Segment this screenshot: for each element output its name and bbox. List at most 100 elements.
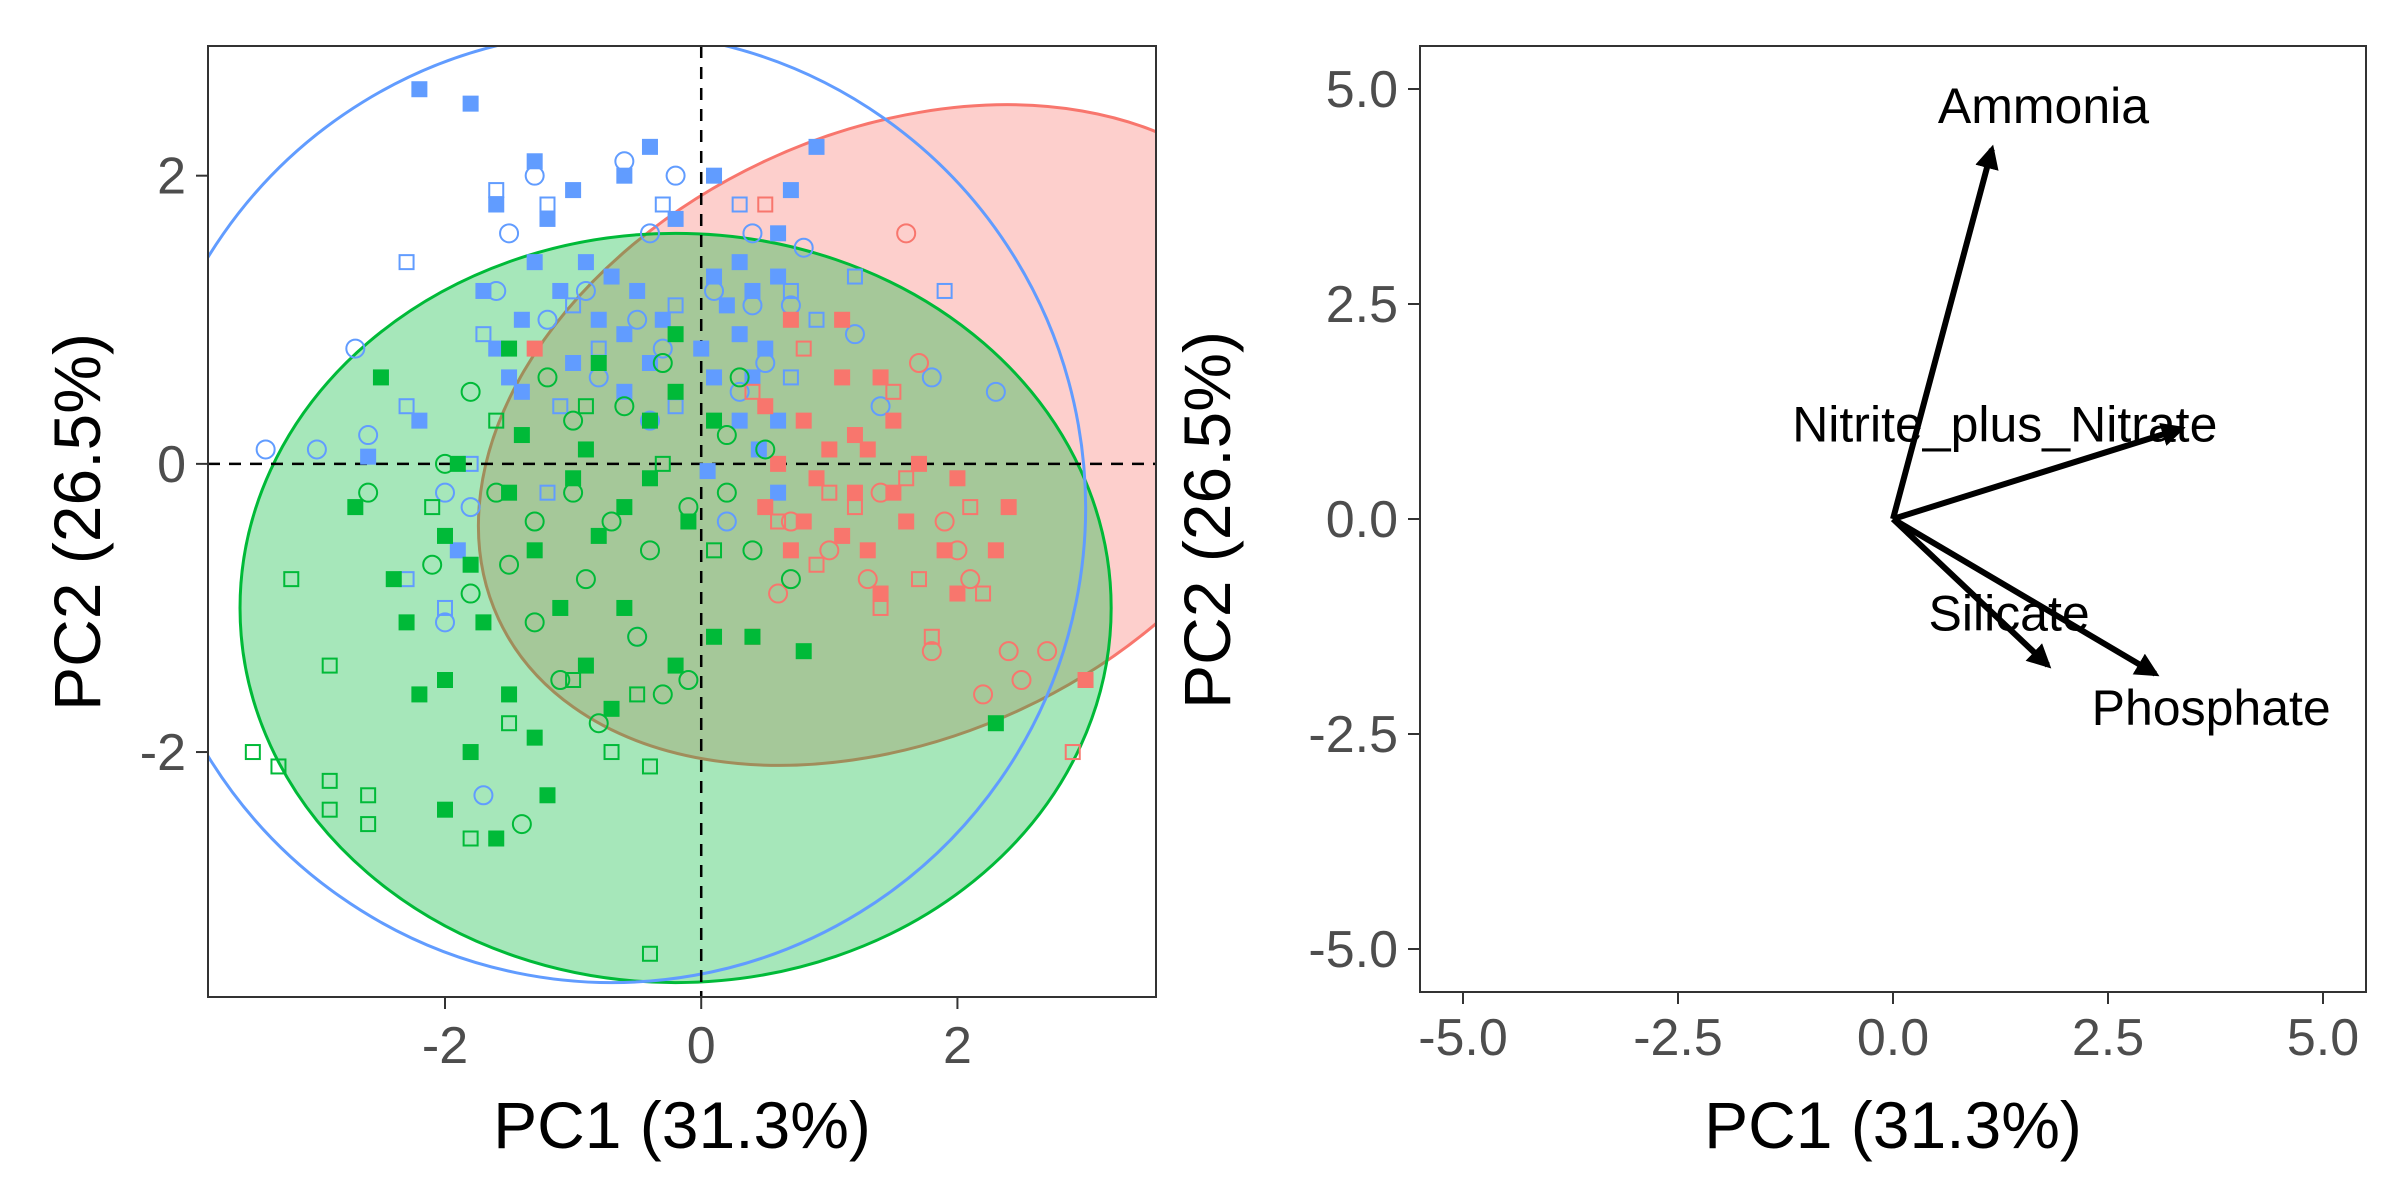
point-red-open-circle bbox=[768, 583, 789, 604]
point-red-open-circle bbox=[947, 540, 968, 561]
point-blue-filled-square bbox=[411, 412, 428, 429]
point-red-open-circle bbox=[819, 540, 840, 561]
point-green-open-circle bbox=[422, 554, 443, 575]
vector-arrows: Ammonia Nitrite_plus_Nitrate SilicatePhosp… bbox=[1792, 78, 2331, 736]
point-green-filled-square bbox=[513, 427, 530, 444]
point-red-open-square bbox=[923, 628, 940, 645]
point-green-open-circle bbox=[524, 511, 545, 532]
y-tick-label: -5.0 bbox=[1308, 921, 1398, 979]
point-red-open-circle bbox=[857, 569, 878, 590]
point-red-filled-square bbox=[872, 585, 889, 602]
point-red-open-square bbox=[1064, 744, 1081, 761]
point-blue-filled-square bbox=[770, 225, 787, 242]
vector-arrow-silicate bbox=[1890, 516, 2052, 669]
point-green-open-circle bbox=[716, 482, 737, 503]
point-blue-open-circle bbox=[704, 280, 725, 301]
point-blue-open-circle bbox=[793, 237, 814, 258]
point-blue-filled-square bbox=[577, 254, 594, 271]
point-red-open-circle bbox=[896, 223, 917, 244]
vector-label-ammonia: Ammonia bbox=[1938, 78, 2149, 134]
point-blue-open-square bbox=[782, 369, 799, 386]
point-red-open-circle bbox=[921, 641, 942, 662]
point-green-open-square bbox=[283, 571, 300, 588]
point-red-filled-square bbox=[859, 542, 876, 559]
point-blue-open-square bbox=[398, 254, 415, 271]
point-blue-open-square bbox=[539, 484, 556, 501]
point-red-open-square bbox=[795, 340, 812, 357]
x-axis-ticks-right: -5.0 -2.5 0.0 2.5 5.0 bbox=[1418, 992, 2359, 1067]
point-blue-open-circle bbox=[537, 309, 558, 330]
point-green-open-circle bbox=[563, 482, 584, 503]
point-blue-open-circle bbox=[716, 511, 737, 532]
vector-label-nitrite-plus-nitrate: Nitrite_plus_Nitrate bbox=[1792, 396, 2217, 452]
point-green-filled-square bbox=[372, 369, 389, 386]
point-green-filled-square bbox=[385, 571, 402, 588]
point-blue-open-circle bbox=[844, 324, 865, 345]
point-green-filled-square bbox=[795, 643, 812, 660]
point-blue-open-square bbox=[398, 398, 415, 415]
point-green-filled-square bbox=[462, 744, 479, 761]
x-axis-title-right: PC1 (31.3%) bbox=[1704, 1088, 2082, 1162]
point-green-open-circle bbox=[729, 367, 750, 388]
y-tick-label: 0.0 bbox=[1326, 491, 1398, 549]
point-blue-open-square bbox=[475, 326, 492, 343]
point-blue-filled-square bbox=[706, 369, 723, 386]
point-green-open-circle bbox=[550, 670, 571, 690]
point-green-filled-square bbox=[475, 614, 492, 631]
point-blue-open-circle bbox=[921, 367, 942, 388]
point-blue-open-square bbox=[782, 282, 799, 299]
point-green-filled-square bbox=[437, 527, 453, 544]
point-green-filled-square bbox=[501, 340, 518, 357]
point-blue-open-circle bbox=[460, 497, 481, 518]
point-green-filled-square bbox=[744, 628, 761, 645]
point-red-filled-square bbox=[834, 527, 851, 544]
point-green-filled-square bbox=[667, 383, 684, 400]
point-blue-open-circle bbox=[499, 223, 520, 244]
point-blue-open-circle bbox=[614, 151, 635, 172]
point-green-filled-square bbox=[462, 556, 479, 573]
point-green-open-circle bbox=[486, 482, 507, 503]
point-blue-open-square bbox=[846, 268, 863, 285]
point-red-open-square bbox=[898, 470, 915, 487]
point-red-open-circle bbox=[934, 511, 955, 532]
vector-arrow-phosphate bbox=[1891, 516, 2160, 677]
point-blue-open-circle bbox=[524, 165, 545, 186]
point-green-filled-square bbox=[603, 700, 620, 717]
point-green-filled-square bbox=[526, 542, 543, 559]
y-tick-label: 2.5 bbox=[1326, 276, 1398, 334]
point-red-open-circle bbox=[870, 482, 891, 503]
point-green-open-circle bbox=[678, 670, 699, 690]
point-green-open-circle bbox=[601, 511, 622, 532]
point-blue-filled-square bbox=[782, 182, 799, 199]
point-blue-filled-square bbox=[757, 340, 774, 357]
point-blue-filled-square bbox=[693, 340, 710, 357]
point-green-filled-square bbox=[488, 830, 505, 847]
y-tick-label: -2 bbox=[140, 724, 186, 782]
point-blue-filled-square bbox=[360, 448, 377, 465]
y-axis-title: PC2 (26.5%) bbox=[40, 333, 114, 711]
point-green-open-circle bbox=[755, 439, 776, 460]
point-green-open-square bbox=[501, 715, 518, 732]
point-blue-filled-square bbox=[565, 355, 582, 371]
point-green-open-circle bbox=[358, 482, 379, 503]
point-blue-open-circle bbox=[575, 280, 596, 301]
point-red-filled-square bbox=[834, 311, 851, 328]
point-blue-open-square bbox=[808, 311, 825, 328]
point-green-open-circle bbox=[614, 396, 635, 417]
point-green-open-square bbox=[244, 744, 261, 761]
point-red-filled-square bbox=[898, 513, 915, 530]
point-blue-filled-square bbox=[488, 196, 505, 213]
point-blue-filled-square bbox=[808, 138, 825, 155]
point-green-open-square bbox=[462, 830, 479, 847]
point-red-open-square bbox=[872, 599, 889, 616]
point-red-open-square bbox=[846, 499, 863, 516]
point-green-open-circle bbox=[435, 453, 455, 474]
x-axis-ticks: -2 0 2 bbox=[422, 997, 972, 1075]
point-blue-open-circle bbox=[652, 338, 673, 359]
point-green-filled-square bbox=[526, 729, 543, 746]
point-green-open-square bbox=[488, 412, 505, 429]
point-blue-filled-square bbox=[667, 210, 684, 227]
point-green-open-square bbox=[360, 787, 377, 804]
point-blue-open-circle bbox=[306, 439, 327, 460]
point-green-filled-square bbox=[590, 355, 607, 371]
